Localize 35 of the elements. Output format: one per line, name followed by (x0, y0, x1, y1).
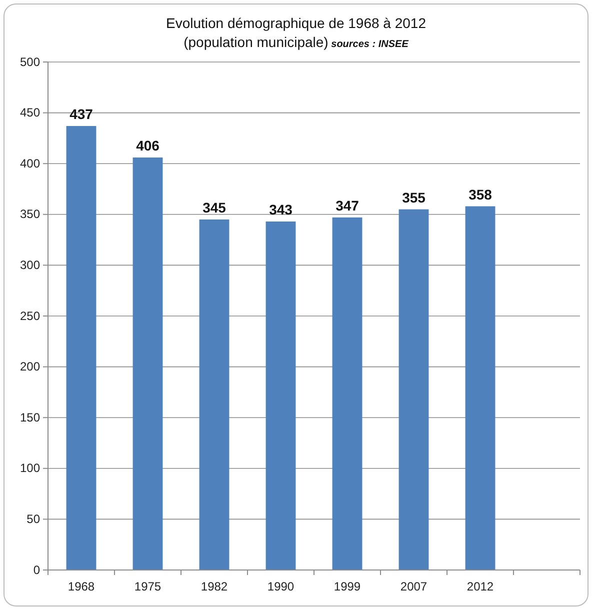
data-label: 406 (136, 138, 160, 154)
bar (398, 209, 429, 570)
y-tick-label: 450 (20, 106, 40, 120)
y-tick-label: 50 (26, 512, 40, 526)
bar (266, 222, 296, 570)
y-tick-label: 150 (20, 410, 40, 424)
bar (199, 219, 230, 570)
data-label: 345 (202, 199, 226, 216)
data-label: 437 (70, 106, 94, 122)
y-tick-label: 400 (20, 156, 40, 170)
bar (66, 126, 96, 570)
y-tick-label: 200 (20, 360, 40, 374)
y-tick-label: 300 (20, 258, 40, 272)
x-tick-label: 1975 (134, 580, 162, 594)
x-tick-label: 1968 (68, 580, 95, 594)
bar (132, 158, 163, 570)
x-tick-label: 1999 (334, 580, 361, 594)
data-label: 358 (468, 186, 492, 202)
data-label: 355 (402, 189, 426, 206)
data-label: 343 (269, 202, 293, 218)
y-tick-label: 100 (20, 461, 40, 476)
bar (332, 217, 362, 570)
data-label: 347 (336, 197, 360, 214)
y-tick-label: 250 (20, 308, 40, 323)
x-tick-label: 2012 (466, 580, 494, 594)
x-tick-label: 1990 (267, 580, 294, 594)
chart-title: Evolution démographique de 1968 à 2012 (166, 15, 426, 31)
chart-subtitle: (population municipale) (184, 34, 328, 50)
y-tick-label: 500 (20, 54, 40, 69)
x-tick-label: 2007 (400, 580, 428, 594)
source-note: sources : INSEE (328, 39, 409, 50)
y-tick-label: 350 (20, 207, 40, 222)
bar (465, 206, 496, 570)
y-tick-label: 0 (33, 562, 40, 577)
x-tick-label: 1982 (200, 580, 228, 594)
